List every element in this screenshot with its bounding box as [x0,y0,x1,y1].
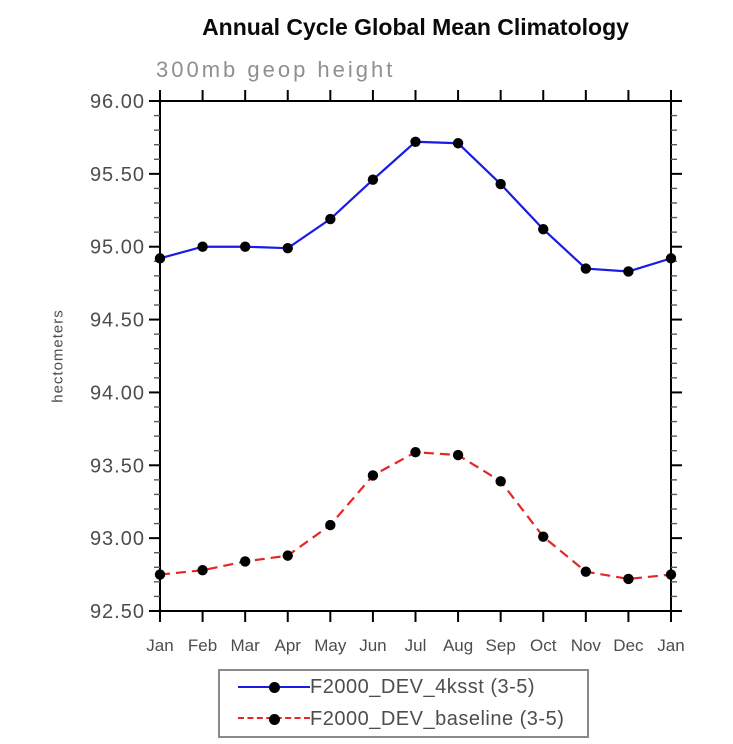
data-point-series-1 [452,449,464,461]
legend-sample-solid-line [238,681,310,695]
x-tick-label: Mar [231,636,261,655]
chart-subtitle: 300mb geop height [156,57,396,82]
y-tick-label: 95.50 [90,164,145,186]
x-tick-label: May [314,636,347,655]
x-tick-label: Apr [275,636,302,655]
data-point-series-0 [410,136,421,147]
data-point-series-1 [282,550,293,561]
data-point-series-1 [410,446,421,458]
data-point-series-0 [580,263,592,274]
data-point-series-0 [367,174,379,185]
data-point-series-1 [665,569,677,580]
data-point-series-0 [495,178,506,190]
legend-label: F2000_DEV_baseline (3-5) [310,707,565,730]
data-point-series-0 [665,253,677,264]
x-tick-label: Jul [405,636,427,655]
x-tick-label: Jan [146,636,173,655]
data-point-series-1 [197,565,208,576]
data-point-series-0 [239,241,251,252]
x-tick-label: Dec [613,636,644,655]
legend: F2000_DEV_4ksst (3-5) F2000_DEV_baseline… [218,669,589,738]
legend-sample-dashed-line [238,712,310,726]
series-line-0 [159,140,672,273]
y-tick-label: 93.50 [90,455,145,477]
data-point-series-0 [623,266,634,277]
legend-marker-dot-icon [268,713,280,725]
data-point-series-1 [580,566,592,577]
y-tick-label: 92.50 [90,601,145,623]
plot-frame [159,100,672,612]
x-tick-label: Feb [188,636,217,655]
legend-label: F2000_DEV_4ksst (3-5) [310,676,536,699]
data-point-series-1 [367,470,379,481]
data-point-series-1 [154,569,166,580]
x-tick-label: Jun [359,636,386,655]
data-point-series-0 [538,224,549,235]
data-point-series-1 [538,531,549,542]
data-point-series-0 [282,242,293,254]
data-point-series-0 [325,213,336,225]
x-tick-label: Sep [486,636,516,655]
data-point-series-0 [452,138,464,149]
y-tick-label: 96.00 [90,91,145,113]
chart-title: Annual Cycle Global Mean Climatology [202,14,629,40]
data-point-series-1 [623,573,634,585]
data-point-series-1 [495,476,506,487]
data-point-series-0 [197,241,208,252]
x-tick-label: Jan [657,636,684,655]
legend-item: F2000_DEV_baseline (3-5) [238,704,587,734]
y-tick-label: 95.00 [90,237,145,259]
data-point-series-0 [154,253,166,264]
y-tick-label: 94.50 [90,310,145,332]
x-tick-label: Oct [530,636,557,655]
data-point-series-1 [239,556,251,567]
legend-item: F2000_DEV_4ksst (3-5) [238,673,587,703]
y-tick-label: 94.00 [90,382,145,404]
x-tick-label: Nov [571,636,602,655]
y-tick-label: 93.00 [90,528,145,550]
data-point-series-1 [325,519,336,531]
series-line-1 [159,451,672,581]
legend-marker-dot-icon [268,682,280,694]
x-tick-label: Aug [443,636,473,655]
